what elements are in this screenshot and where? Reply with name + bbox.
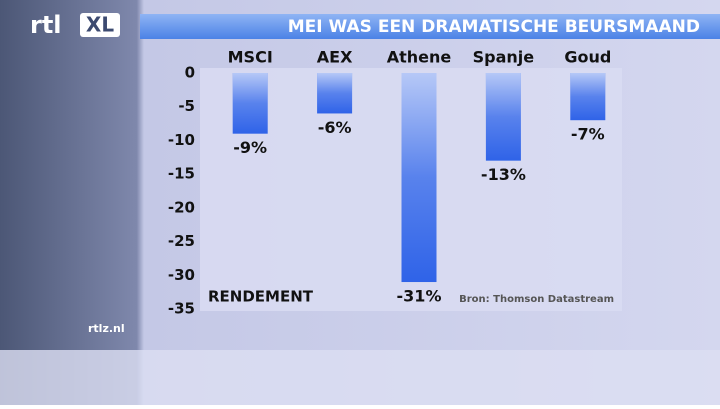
source: Bron: Thomson Datastream [459, 294, 614, 305]
y-tick-label: -5 [178, 97, 195, 115]
y-tick-label: -35 [168, 300, 195, 318]
y-tick-label: -15 [168, 165, 195, 183]
value-label: -9% [233, 138, 267, 157]
logo-rtl: rtl [30, 11, 62, 39]
logo-xl-box [80, 13, 120, 37]
bar-shine [570, 73, 606, 121]
y-tick-label: 0 [185, 64, 195, 82]
value-label: -31% [397, 287, 442, 306]
y-tick-label: -25 [168, 232, 195, 250]
axis-annotation: RENDEMENT [208, 288, 314, 306]
title-banner [140, 14, 720, 39]
value-label: -13% [481, 165, 526, 184]
logo-xl: XL [86, 13, 114, 37]
x-tick-label: Goud [564, 48, 611, 67]
bottom-strip [0, 350, 720, 405]
bar-shine [317, 73, 353, 114]
bar-shine [401, 73, 437, 283]
bar-shine [485, 73, 521, 161]
chart-title: MEI WAS EEN DRAMATISCHE BEURSMAAND [288, 17, 700, 37]
website: rtlz.nl [88, 322, 125, 335]
x-tick-label: AEX [317, 48, 353, 67]
y-tick-label: -10 [168, 131, 195, 149]
x-tick-label: MSCI [228, 48, 273, 67]
y-tick-label: -30 [168, 266, 195, 284]
value-label: -6% [318, 118, 352, 137]
bar-shine [232, 73, 268, 134]
x-tick-label: Athene [387, 48, 452, 67]
value-label: -7% [571, 125, 605, 144]
x-tick-label: Spanje [473, 48, 535, 67]
y-tick-label: -20 [168, 198, 195, 216]
